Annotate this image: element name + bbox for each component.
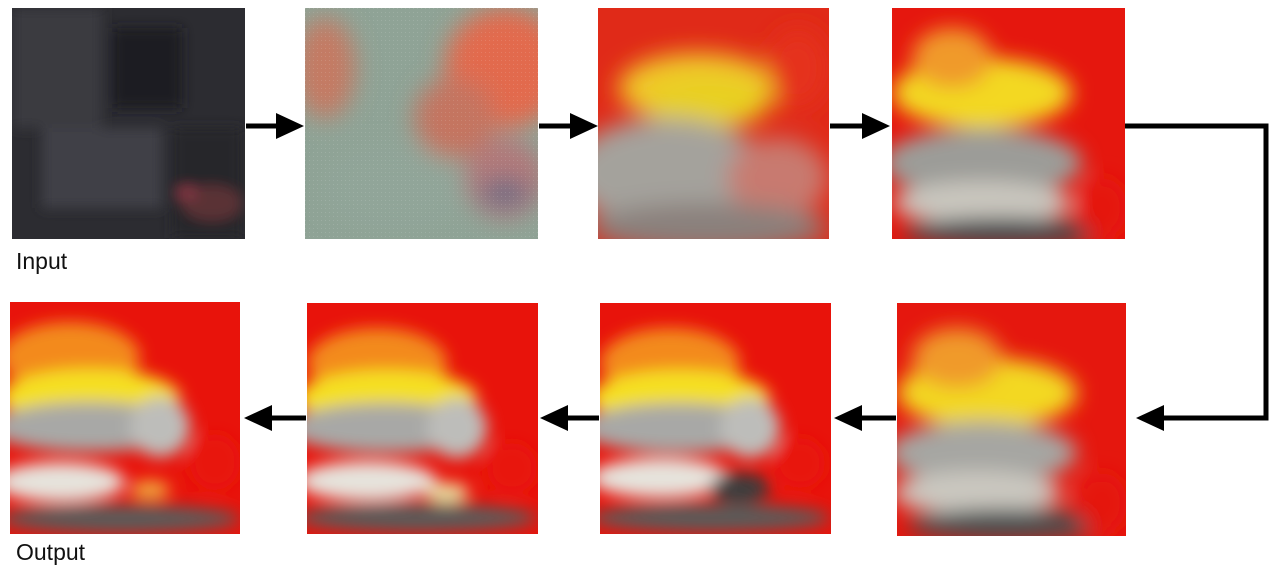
stage-2-image [305, 8, 538, 239]
output-label: Output [16, 539, 86, 565]
input-image [12, 8, 245, 239]
stage-6-image [600, 303, 831, 534]
arrow-right-icon [830, 113, 890, 139]
connector-arrow-icon [1125, 123, 1269, 431]
input-label: Input [16, 248, 68, 274]
stage-7-image [307, 303, 538, 534]
output-image [10, 302, 240, 534]
arrow-left-icon [244, 405, 306, 431]
stage-4-image [892, 8, 1125, 239]
arrow-right-icon [246, 113, 304, 139]
arrow-left-icon [540, 405, 599, 431]
arrow-left-icon [834, 405, 896, 431]
stage-3-image [598, 8, 829, 239]
arrow-right-icon [539, 113, 598, 139]
stage-5-image [897, 303, 1126, 536]
